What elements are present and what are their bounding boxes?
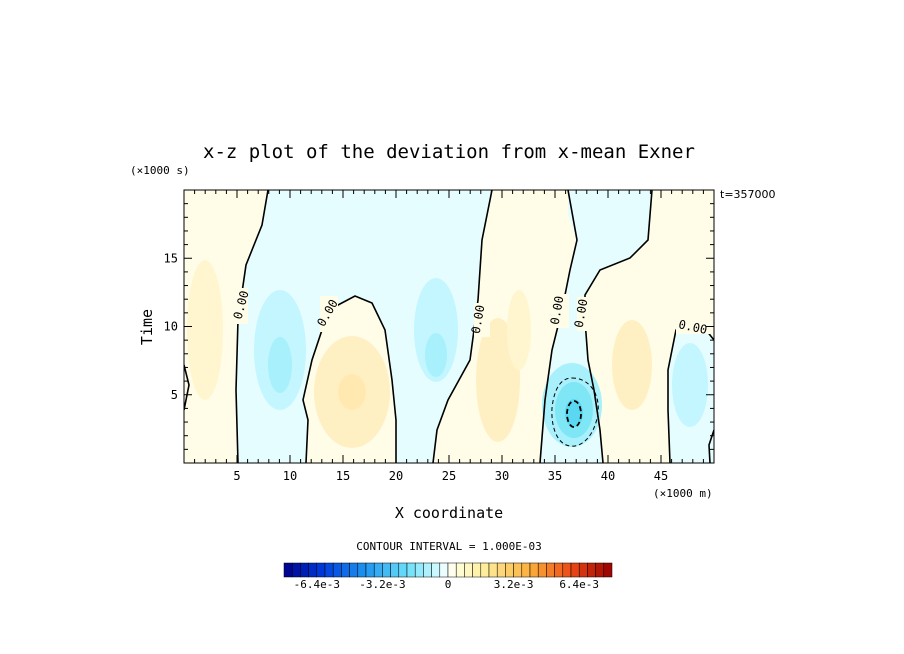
positive-anomaly-31 <box>507 290 531 370</box>
colorbar-segment <box>587 562 596 578</box>
x-unit-label: (×1000 m) <box>653 487 713 500</box>
contour-zero-2 <box>302 295 397 463</box>
colorbar-segment <box>390 562 400 578</box>
colorbar-segment <box>537 562 547 578</box>
negative-core-9 <box>268 337 292 393</box>
colorbar-segment <box>513 562 523 578</box>
positive-anomaly-42 <box>612 320 652 410</box>
contour-label-6: 0.00 <box>677 317 708 337</box>
contour-label-4: 0.00 <box>548 295 567 326</box>
colorbar-tick-label: -6.4e-3 <box>294 578 340 591</box>
y-tick-label: 10 <box>164 320 178 334</box>
contour-zero-edge-right <box>708 429 714 463</box>
colorbar-segment <box>439 562 449 578</box>
contour-label-bg-6 <box>676 318 710 334</box>
negative-anomaly-47 <box>672 343 708 427</box>
contour-label-bg-2 <box>320 296 338 332</box>
colorbar-segment <box>554 562 564 578</box>
time-stamp: t=357000 <box>720 188 776 201</box>
colorbar-segment <box>283 562 293 578</box>
colorbar-segment <box>398 562 408 578</box>
contour-label-bg-3 <box>474 303 490 337</box>
x-axis-label: X coordinate <box>395 504 503 522</box>
contour-label-bg-4 <box>553 294 569 328</box>
contour-interval-label: CONTOUR INTERVAL = 1.000E-03 <box>356 540 541 553</box>
colorbar-segment <box>423 562 432 578</box>
axis-tick-labels: 5 10 15 20 25 30 35 40 45 5 10 15 <box>164 251 669 483</box>
colorbar-segment <box>431 562 441 578</box>
y-axis-label: Time <box>138 309 156 345</box>
colorbar-segment <box>308 562 318 578</box>
colorbar-segment <box>488 562 498 578</box>
contour-zero-3 <box>432 190 493 463</box>
colorbar-segment <box>357 562 367 578</box>
x-tick-label: 10 <box>283 469 297 483</box>
colorbar-segment <box>521 562 531 578</box>
colorbar-segment <box>505 562 514 578</box>
x-tick-label: 30 <box>495 469 509 483</box>
colorbar-segment <box>316 562 326 578</box>
negative-anomaly-24 <box>414 278 458 382</box>
colorbar-segment <box>300 562 309 578</box>
colorbar-segment <box>365 562 375 578</box>
axis-ticks <box>184 190 714 463</box>
y-unit-label: (×1000 s) <box>130 164 190 177</box>
colorbar-segment <box>472 562 482 578</box>
colorbar-segment <box>414 562 424 578</box>
colorbar-segment <box>455 562 465 578</box>
colorbar-segment <box>603 562 613 578</box>
colorbar-segment <box>529 562 539 578</box>
colorbar-tick-label: 6.4e-3 <box>559 578 599 591</box>
x-tick-label: 20 <box>389 469 403 483</box>
colorbar-segment <box>447 562 457 578</box>
colorbar-segment <box>496 562 506 578</box>
x-tick-label: 40 <box>601 469 615 483</box>
colorbar-segment <box>546 562 555 578</box>
x-tick-label: 15 <box>336 469 350 483</box>
colorbar-segment <box>464 562 473 578</box>
contour-label-5: 0.00 <box>572 298 591 329</box>
colorbar-segment <box>382 562 391 578</box>
colorbar-segment <box>480 562 490 578</box>
colorbar-segment <box>562 562 572 578</box>
colorbar-segment <box>332 562 342 578</box>
x-tick-label: 25 <box>442 469 456 483</box>
colorbar-tick-label: -3.2e-3 <box>359 578 405 591</box>
negative-core-24 <box>425 333 447 377</box>
negative-contours <box>551 377 599 447</box>
colorbar-segment <box>578 562 588 578</box>
contour-zero-edge <box>184 364 190 411</box>
x-tick-label: 35 <box>548 469 562 483</box>
chart-title: x-z plot of the deviation from x-mean Ex… <box>203 141 695 163</box>
x-tick-label: 5 <box>233 469 240 483</box>
colorbar-segment <box>570 562 580 578</box>
contour-label-3: 0.00 <box>469 304 488 335</box>
colorbar-tick-labels: -6.4e-3 -3.2e-3 0 3.2e-3 6.4e-3 <box>294 578 599 591</box>
colorbar-segment <box>406 562 416 578</box>
colorbar-segment <box>349 562 359 578</box>
colorbar-segment <box>324 562 334 578</box>
field-shading <box>184 190 714 463</box>
colorbar-segment <box>373 562 383 578</box>
colorbar-segment <box>291 562 301 578</box>
contour-minus-1 <box>551 377 599 447</box>
colorbar <box>283 562 613 578</box>
colorbar-tick-label: 3.2e-3 <box>494 578 534 591</box>
plot-area: 0.00 0.00 0.00 0.00 0.00 0.00 5 10 15 20 25 3… <box>164 189 715 483</box>
colorbar-tick-label: 0 <box>445 578 452 591</box>
contour-label-bg-5 <box>577 297 593 331</box>
y-tick-label: 5 <box>171 388 178 402</box>
contour-label-bg-1 <box>230 288 248 324</box>
colorbar-segment <box>595 562 605 578</box>
colorbar-segment <box>341 562 350 578</box>
contour-minus-2 <box>566 400 582 428</box>
x-tick-label: 45 <box>654 469 668 483</box>
negative-peak-37 <box>565 399 583 427</box>
positive-core-16 <box>338 374 366 410</box>
y-tick-label: 15 <box>164 251 178 265</box>
contour-labels: 0.00 0.00 0.00 0.00 0.00 0.00 <box>230 288 710 337</box>
positive-anomaly-left <box>187 260 223 400</box>
